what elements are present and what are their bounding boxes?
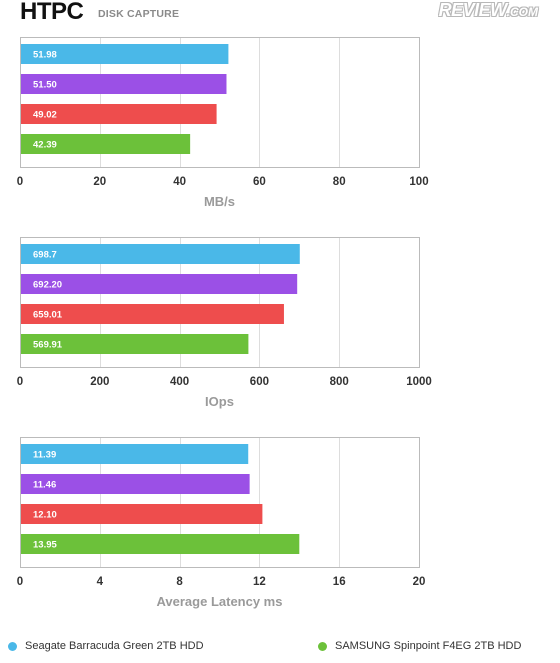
bar xyxy=(21,444,249,464)
site-logo: REVIEW.COM xyxy=(439,0,538,21)
bar xyxy=(21,504,263,524)
bar-value-label: 51.50 xyxy=(33,80,57,91)
logo-main-text: REVIEW xyxy=(438,0,508,20)
x-tick-label: 1000 xyxy=(406,376,432,388)
bar xyxy=(21,334,249,354)
x-tick-label: 40 xyxy=(173,176,186,188)
x-tick-label: 800 xyxy=(330,376,349,388)
bar xyxy=(21,74,227,94)
chart-header: HTPC DISK CAPTURE REVIEW.COM xyxy=(20,0,550,28)
bar xyxy=(21,304,284,324)
bar xyxy=(21,44,229,64)
legend-item-2: SAMSUNG Spinpoint F4EG 2TB HDD xyxy=(318,640,521,652)
x-tick-label: 80 xyxy=(333,176,346,188)
legend-label-2: SAMSUNG Spinpoint F4EG 2TB HDD xyxy=(335,640,522,652)
x-tick-label: 20 xyxy=(93,176,106,188)
bar-value-label: 698.7 xyxy=(33,250,57,261)
bar xyxy=(21,474,250,494)
bar xyxy=(21,244,300,264)
x-tick-label: 16 xyxy=(333,576,346,588)
legend-swatch-2 xyxy=(318,641,327,651)
bar xyxy=(21,134,191,154)
legend-label-1: Seagate Barracuda Green 2TB HDD xyxy=(25,640,204,652)
chart-2: 698.7 692.20 659.01 569.91 0 200 400 600 800 1000… xyxy=(17,237,432,409)
bar-value-label: 12.10 xyxy=(33,510,57,521)
x-tick-label: 100 xyxy=(409,176,428,188)
bar xyxy=(21,274,298,294)
bar-value-label: 569.91 xyxy=(33,340,63,351)
x-tick-label: 4 xyxy=(97,576,104,588)
legend-swatch-1 xyxy=(8,641,17,651)
bar xyxy=(21,534,300,554)
page-title: HTPC xyxy=(20,0,84,25)
x-axis-label: Average Latency ms xyxy=(157,594,283,609)
bar-value-label: 692.20 xyxy=(33,280,62,291)
legend-item-1: Seagate Barracuda Green 2TB HDD xyxy=(8,640,204,652)
page-subtitle: DISK CAPTURE xyxy=(98,8,180,20)
x-tick-label: 400 xyxy=(170,376,189,388)
x-tick-label: 200 xyxy=(90,376,109,388)
x-axis-label: IOps xyxy=(205,394,234,409)
x-tick-label: 0 xyxy=(17,576,23,588)
x-tick-label: 60 xyxy=(253,176,266,188)
bar-value-label: 51.98 xyxy=(33,50,57,61)
chart-legend: Seagate Barracuda Green 2TB HDD SAMSUNG … xyxy=(0,640,560,660)
logo-suffix-text: .COM xyxy=(506,5,538,19)
x-axis-label: MB/s xyxy=(204,194,235,209)
bar-value-label: 13.95 xyxy=(33,540,57,551)
bar-value-label: 659.01 xyxy=(33,310,63,321)
x-tick-label: 20 xyxy=(413,576,426,588)
x-tick-label: 12 xyxy=(253,576,266,588)
bar-value-label: 42.39 xyxy=(33,140,57,151)
chart-1: 51.98 51.50 49.02 42.39 0 20 40 60 80 100 MB/s xyxy=(17,37,429,209)
x-tick-label: 0 xyxy=(17,176,23,188)
bar xyxy=(21,104,217,124)
bar-value-label: 49.02 xyxy=(33,110,57,121)
bar-value-label: 11.46 xyxy=(33,480,56,491)
x-tick-label: 600 xyxy=(250,376,269,388)
bar-value-label: 11.39 xyxy=(33,450,56,461)
x-tick-label: 0 xyxy=(17,376,23,388)
x-tick-label: 8 xyxy=(176,576,183,588)
chart-3: 11.39 11.46 12.10 13.95 0 4 8 12 16 20 Average Lat… xyxy=(17,437,426,609)
